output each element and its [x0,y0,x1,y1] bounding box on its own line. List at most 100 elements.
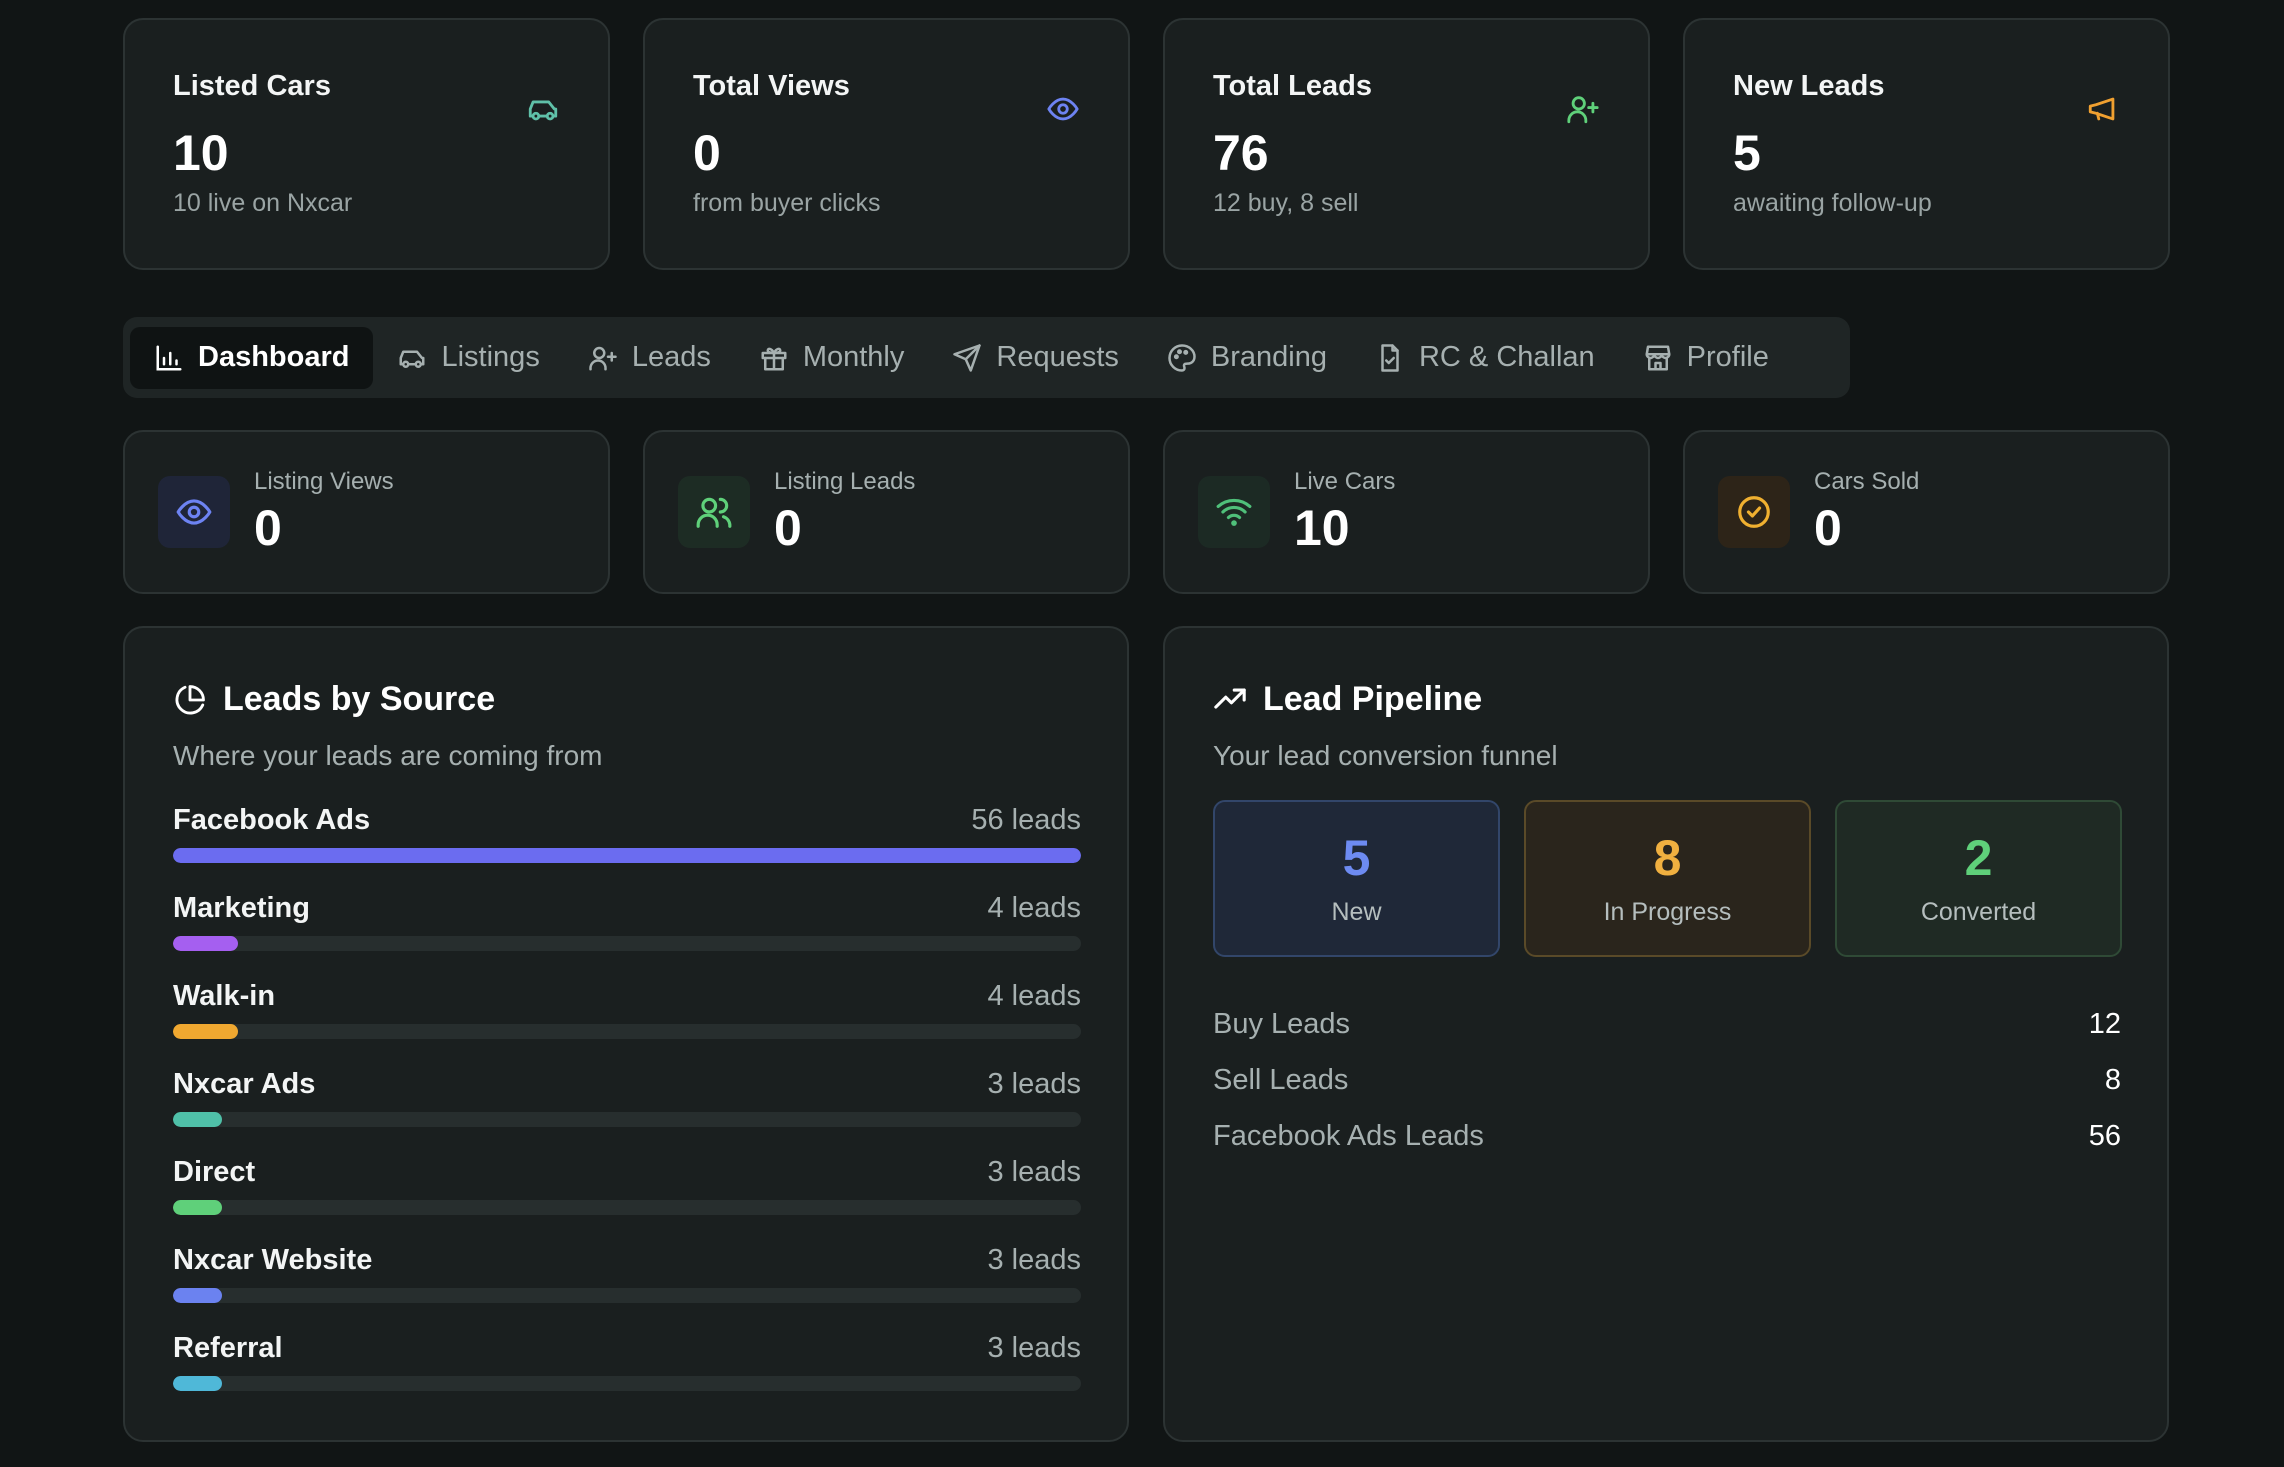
source-bar-track [173,1288,1081,1303]
source-row: Nxcar Website 3 leads [173,1244,1081,1332]
eye-icon [176,499,212,525]
stat-row-label: Buy Leads [1213,1008,1351,1040]
panel-subtitle: Where your leads are coming from [173,740,603,771]
stage-new: 5 New [1213,800,1500,957]
stat-subtitle: 10 live on Nxcar [173,189,353,217]
panel-title: Lead Pipeline [1213,680,1482,719]
source-name: Nxcar Ads [173,1068,316,1100]
wifi-icon [1216,498,1252,526]
source-bar-track [173,1112,1081,1127]
source-bar-fill [173,1376,222,1391]
source-row: Nxcar Ads 3 leads [173,1068,1081,1156]
stat-row-value: 8 [2104,1064,2121,1096]
tab-label: Listings [441,341,540,373]
source-row-header: Walk-in 4 leads [173,980,1081,1018]
metric-value: 0 [1814,500,1842,556]
source-name: Referral [173,1332,283,1364]
source-name: Facebook Ads [173,804,371,836]
source-name: Nxcar Website [173,1244,373,1276]
tab-profile[interactable]: Profile [1619,327,1793,389]
stat-card-total-views: Total Views 0 from buyer clicks [643,18,1130,270]
metric-label: Listing Views [254,468,394,495]
stat-title: Total Leads [1213,70,1372,102]
stage-value: 2 [1964,830,1993,886]
stat-value: 0 [693,125,721,181]
stat-card-total-leads: Total Leads 76 12 buy, 8 sell [1163,18,1650,270]
stat-value: 10 [173,125,229,181]
stat-row-buy-leads: Buy Leads 12 [1213,1008,2121,1041]
tab-requests[interactable]: Requests [928,327,1143,389]
panel-title-text: Lead Pipeline [1263,680,1483,718]
source-bar-fill [173,848,1081,863]
source-count: 56 leads [971,804,1081,836]
stat-row-label: Sell Leads [1213,1064,1349,1096]
stat-title: New Leads [1733,70,1885,102]
pipeline-funnel: 5 New 8 In Progress 2 Converted [1213,800,2122,957]
source-bar-track [173,848,1081,863]
gift-icon [761,347,787,370]
panel-subtitle: Your lead conversion funnel [1213,740,1558,771]
metric-card-listing-views: Listing Views 0 [123,430,610,594]
stat-value: 76 [1213,125,1269,181]
source-bar-track [173,1024,1081,1039]
source-row-header: Direct 3 leads [173,1156,1081,1194]
source-bar-fill [173,936,238,951]
tab-listings[interactable]: Listings [373,327,563,389]
source-count: 4 leads [987,980,1081,1012]
tab-dashboard[interactable]: Dashboard [130,326,374,389]
tab-rc-challan[interactable]: RC & Challan [1351,327,1619,389]
source-row-header: Nxcar Ads 3 leads [173,1068,1081,1106]
palette-icon [1168,343,1196,372]
car-icon [528,100,558,121]
tab-monthly[interactable]: Monthly [735,327,929,389]
panel-title: Leads by Source [173,680,495,719]
stat-row-sell-leads: Sell Leads 8 [1213,1064,2121,1097]
stat-value: 5 [1733,125,1761,181]
source-bar-track [173,936,1081,951]
source-bar-fill [173,1200,222,1215]
leads-by-source-panel: Leads by Source Where your leads are com… [123,626,1129,1442]
source-row: Walk-in 4 leads [173,980,1081,1068]
eye-icon [1047,97,1079,121]
stat-subtitle: awaiting follow-up [1733,189,1932,217]
metric-label: Listing Leads [774,468,916,495]
metric-value: 10 [1294,500,1350,556]
metric-card-live-cars: Live Cars 10 [1163,430,1650,594]
metric-badge [1198,476,1270,548]
trending-up-icon [1214,688,1246,709]
source-bar-track [173,1376,1081,1391]
store-icon [1645,345,1671,370]
stat-row-value: 12 [2088,1008,2121,1040]
stage-in-progress: 8 In Progress [1524,800,1811,957]
tab-label: Leads [631,341,711,373]
source-row-header: Nxcar Website 3 leads [173,1244,1081,1282]
source-name: Marketing [173,892,310,924]
stat-card-new-leads: New Leads 5 awaiting follow-up [1683,18,2170,270]
tab-branding[interactable]: Branding [1143,327,1351,389]
tab-leads[interactable]: Leads [564,327,735,389]
metric-badge [158,476,230,548]
tab-label: Monthly [802,341,905,373]
source-count: 3 leads [987,1156,1081,1188]
user-plus-icon [1567,96,1599,124]
metric-value: 0 [774,500,802,556]
file-check-icon [1381,343,1399,372]
source-row: Marketing 4 leads [173,892,1081,980]
metric-badge [1718,476,1790,548]
source-bar-track [173,1200,1081,1215]
source-row: Direct 3 leads [173,1156,1081,1244]
pie-chart-icon [175,684,205,714]
stage-label: In Progress [1603,898,1732,926]
source-list: Facebook Ads 56 leads Marketing 4 leads Walk… [173,804,1081,1420]
tab-label: Dashboard [198,341,350,373]
stat-card-listed-cars: Listed Cars 10 10 live on Nxcar [123,18,610,270]
source-count: 3 leads [987,1244,1081,1276]
stage-value: 8 [1653,830,1682,886]
stage-value: 5 [1342,830,1371,886]
lead-pipeline-panel: Lead Pipeline Your lead conversion funne… [1163,626,2169,1442]
send-icon [953,343,982,372]
tab-label: RC & Challan [1418,341,1595,373]
tab-label: Profile [1686,341,1769,373]
metric-value: 0 [254,500,282,556]
source-row-header: Facebook Ads 56 leads [173,804,1081,842]
